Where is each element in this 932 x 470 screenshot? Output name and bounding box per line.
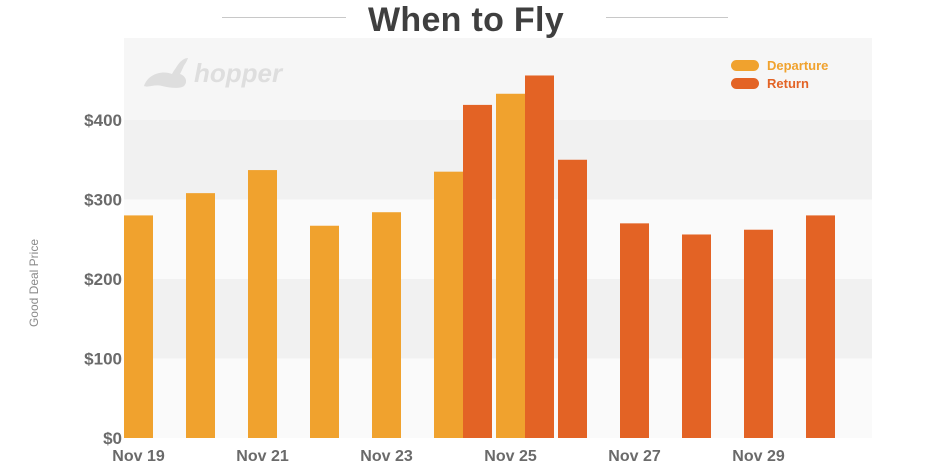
bar-return	[558, 159, 587, 438]
bar-departure	[434, 171, 463, 439]
bar-departure	[310, 225, 339, 438]
legend-label-departure: Departure	[767, 57, 829, 73]
legend-item-departure: Departure	[731, 56, 828, 74]
bunny-icon	[144, 58, 188, 88]
bar-return	[744, 229, 773, 438]
bar-departure	[496, 93, 525, 438]
bar-return	[682, 234, 711, 438]
y-tick-label: $0	[103, 429, 122, 448]
bar-departure	[372, 212, 401, 438]
logo-text: hopper	[194, 57, 283, 88]
legend-swatch-return	[731, 77, 759, 89]
x-tick-label: Nov 23	[360, 448, 413, 465]
x-tick-label: Nov 19	[112, 448, 165, 465]
bar-return	[806, 215, 835, 438]
y-tick-label: $100	[84, 350, 122, 369]
y-axis-label: Good Deal Price	[27, 238, 41, 328]
x-tick-label: Nov 27	[608, 448, 661, 465]
y-tick-label: $300	[84, 191, 122, 210]
chart-title: When to Fly	[368, 1, 564, 39]
title-rule-right	[606, 17, 728, 18]
legend-swatch-departure	[731, 59, 759, 71]
x-tick-label: Nov 25	[484, 448, 537, 465]
bar-return	[525, 75, 554, 438]
legend-item-return: Return	[731, 74, 828, 92]
bar-departure	[248, 170, 277, 438]
x-tick-label: Nov 21	[236, 448, 289, 465]
x-tick-label: Nov 29	[732, 448, 785, 465]
legend: Departure Return	[731, 56, 828, 92]
title-rule-left	[222, 17, 346, 18]
bar-departure	[186, 193, 215, 438]
bar-return	[620, 223, 649, 438]
legend-label-return: Return	[767, 75, 809, 91]
bar-departure	[124, 215, 153, 438]
hopper-logo: hopper	[140, 56, 282, 90]
y-tick-label: $400	[84, 111, 122, 130]
bar-return	[463, 104, 492, 439]
y-tick-label: $200	[84, 270, 122, 289]
